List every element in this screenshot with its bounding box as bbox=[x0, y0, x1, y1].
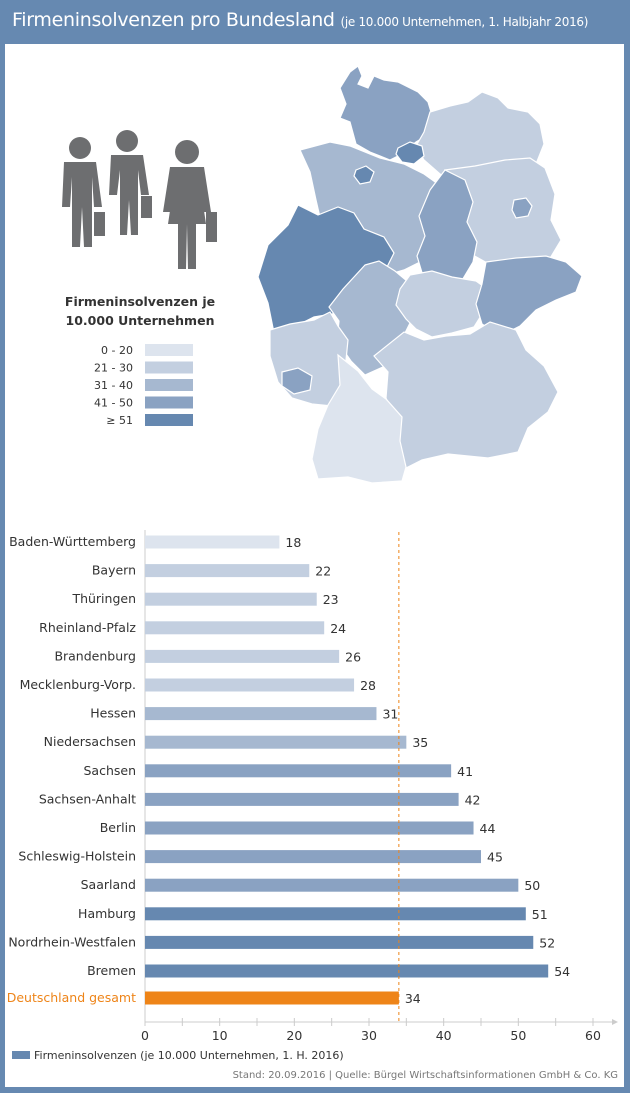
data-label: 18 bbox=[285, 535, 301, 550]
data-label: 54 bbox=[554, 964, 570, 979]
map-legend-swatch bbox=[145, 396, 193, 409]
x-tick-label: 60 bbox=[585, 1028, 601, 1043]
category-label: Niedersachsen bbox=[44, 734, 136, 749]
map-legend-swatch bbox=[145, 414, 193, 426]
bar bbox=[145, 592, 317, 606]
category-label: Mecklenburg-Vorp. bbox=[20, 677, 136, 692]
x-tick-label: 20 bbox=[286, 1028, 302, 1043]
map-legend: Firmeninsolvenzen je 10.000 Unternehmen … bbox=[65, 294, 215, 427]
category-label: Berlin bbox=[100, 820, 136, 835]
category-label: Hamburg bbox=[78, 906, 136, 921]
category-label: Sachsen bbox=[83, 763, 136, 778]
category-label: Rheinland-Pfalz bbox=[39, 620, 136, 635]
legend-swatch bbox=[12, 1051, 30, 1059]
map-state-berlin bbox=[511, 197, 533, 219]
map-legend-label: ≥ 51 bbox=[106, 414, 133, 427]
data-label: 24 bbox=[330, 621, 346, 636]
map-state-bremen bbox=[353, 165, 375, 185]
category-label: Bayern bbox=[92, 563, 136, 578]
data-label: 42 bbox=[465, 792, 481, 807]
x-tick-label: 0 bbox=[141, 1028, 149, 1043]
x-tick-label: 30 bbox=[361, 1028, 377, 1043]
business-people-icon bbox=[62, 130, 217, 269]
map-state-th-ringen bbox=[395, 270, 491, 338]
bar bbox=[145, 907, 526, 921]
category-label: Thüringen bbox=[71, 591, 136, 606]
total-data-label: 34 bbox=[405, 991, 421, 1006]
x-tick-label: 40 bbox=[436, 1028, 452, 1043]
category-label: Baden-Württemberg bbox=[9, 534, 136, 549]
title-main: Firmeninsolvenzen pro Bundesland bbox=[12, 9, 335, 31]
bar bbox=[145, 535, 280, 549]
bar bbox=[145, 935, 534, 949]
bar bbox=[145, 821, 474, 835]
total-bar bbox=[145, 991, 399, 1005]
bar bbox=[145, 707, 377, 721]
bar bbox=[145, 964, 549, 978]
germany-map bbox=[257, 65, 583, 484]
category-label: Nordrhein-Westfalen bbox=[8, 934, 136, 949]
bar bbox=[145, 649, 340, 663]
map-state-baden-w-rttemberg bbox=[311, 353, 407, 484]
bar bbox=[145, 564, 310, 578]
map-legend-label: 41 - 50 bbox=[94, 397, 133, 410]
bar bbox=[145, 621, 325, 635]
map-legend-label: 0 - 20 bbox=[101, 344, 133, 357]
category-label: Hessen bbox=[90, 706, 136, 721]
category-label: Sachsen-Anhalt bbox=[39, 791, 136, 806]
map-state-hamburg bbox=[395, 141, 425, 165]
bar bbox=[145, 678, 355, 692]
category-label: Schleswig-Holstein bbox=[18, 849, 136, 864]
data-label: 23 bbox=[323, 592, 339, 607]
page-title: Firmeninsolvenzen pro Bundesland (je 10.… bbox=[12, 9, 588, 31]
data-label: 44 bbox=[480, 821, 496, 836]
x-tick-label: 50 bbox=[510, 1028, 526, 1043]
data-label: 41 bbox=[457, 764, 473, 779]
bar bbox=[145, 878, 519, 892]
map-legend-title-2: 10.000 Unternehmen bbox=[66, 313, 215, 328]
footer-source: Stand: 20.09.2016 | Quelle: Bürgel Wirts… bbox=[233, 1070, 618, 1081]
data-label: 51 bbox=[532, 907, 548, 922]
category-label: Saarland bbox=[81, 877, 136, 892]
map-legend-title-1: Firmeninsolvenzen je bbox=[65, 294, 215, 309]
x-axis-arrow-icon bbox=[612, 1019, 618, 1025]
map-state-sachsen bbox=[475, 255, 583, 337]
category-label: Bremen bbox=[87, 963, 136, 978]
data-label: 28 bbox=[360, 678, 376, 693]
map-legend-swatch bbox=[145, 379, 193, 391]
map-state-sachsen-anhalt bbox=[416, 169, 478, 287]
data-label: 45 bbox=[487, 850, 503, 865]
map-legend-swatch bbox=[145, 344, 193, 356]
data-label: 35 bbox=[412, 735, 428, 750]
data-label: 52 bbox=[539, 935, 555, 950]
map-legend-label: 31 - 40 bbox=[94, 379, 133, 392]
map-legend-label: 21 - 30 bbox=[94, 362, 133, 375]
bar bbox=[145, 735, 407, 749]
map-legend-swatch bbox=[145, 361, 193, 374]
bar bbox=[145, 764, 452, 778]
data-label: 22 bbox=[315, 564, 331, 579]
category-label: Brandenburg bbox=[54, 648, 136, 663]
x-tick-label: 10 bbox=[212, 1028, 228, 1043]
title-subtitle: (je 10.000 Unternehmen, 1. Halbjahr 2016… bbox=[340, 15, 589, 29]
data-label: 50 bbox=[524, 878, 540, 893]
data-label: 26 bbox=[345, 649, 361, 664]
bar bbox=[145, 792, 459, 806]
data-label: 31 bbox=[382, 707, 398, 722]
map-state-saarland bbox=[281, 367, 313, 395]
bar bbox=[145, 850, 481, 864]
legend-label: Firmeninsolvenzen (je 10.000 Unternehmen… bbox=[34, 1049, 344, 1062]
bar-chart: 0 10 20 30 40 50 60 Baden-Württemberg 18 Bayern 22… bbox=[7, 530, 618, 1062]
total-label: Deutschland gesamt bbox=[7, 990, 136, 1005]
